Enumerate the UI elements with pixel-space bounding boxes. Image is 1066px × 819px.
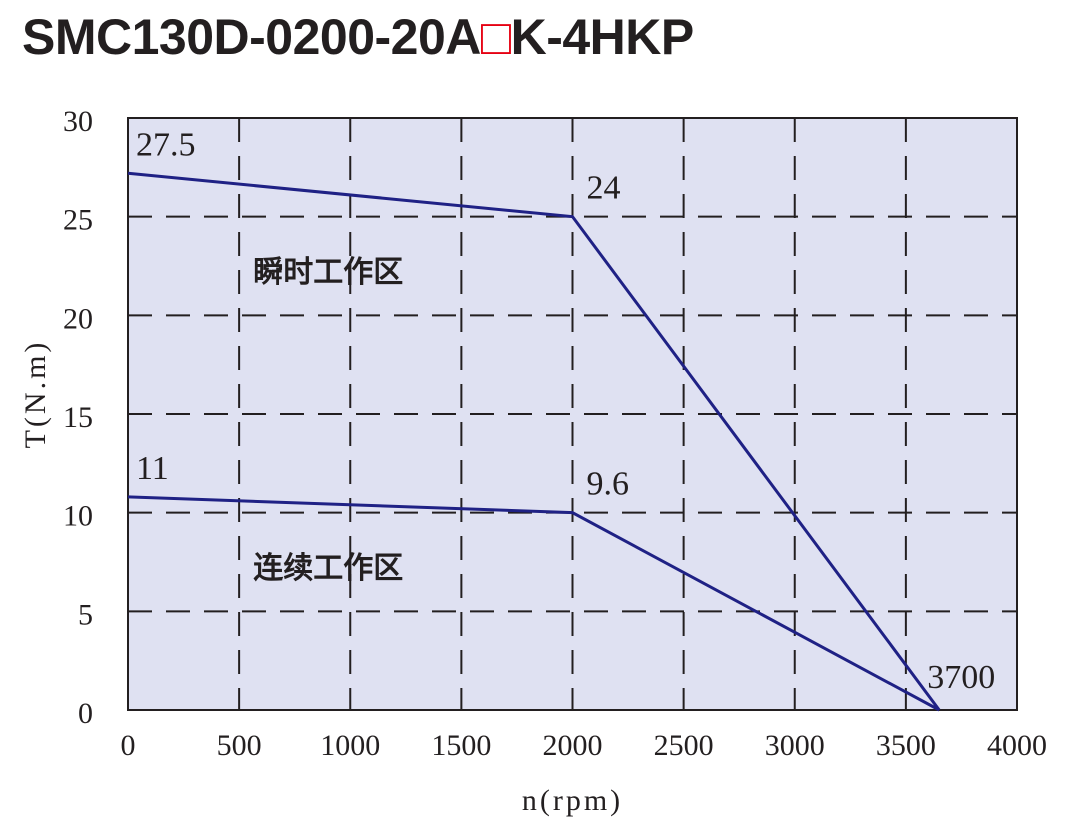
x-tick-label: 0	[121, 729, 136, 762]
title-suffix: K-4HKP	[510, 9, 695, 65]
plot-frame	[127, 117, 1018, 711]
data-label: 24	[587, 170, 621, 207]
data-label: 9.6	[587, 466, 630, 503]
y-axis-label: T(N.m)	[19, 340, 52, 449]
y-tick-label: 25	[63, 204, 93, 237]
y-tick-label: 0	[78, 697, 93, 730]
x-tick-label: 1000	[320, 729, 380, 762]
x-tick-label: 2000	[543, 729, 603, 762]
y-tick-label: 30	[63, 105, 93, 138]
x-tick-label: 1500	[431, 729, 491, 762]
title-box: □	[480, 9, 511, 65]
y-tick-label: 20	[63, 302, 93, 335]
continuous-torque-line	[127, 495, 940, 712]
y-tick-label: 10	[63, 500, 93, 533]
x-tick-label: 4000	[987, 729, 1047, 762]
peak-zone-label: 瞬时工作区	[253, 255, 403, 290]
y-tick-label: 5	[78, 598, 93, 631]
title-prefix: SMC130D-0200-20A	[22, 9, 481, 65]
data-label: 11	[136, 450, 169, 487]
x-tick-label: 500	[217, 729, 262, 762]
continuous-zone-label: 连续工作区	[253, 551, 403, 586]
x-tick-label: 3000	[765, 729, 825, 762]
y-tick-label: 15	[63, 401, 93, 434]
x-tick-label: 3500	[876, 729, 936, 762]
peak-torque-line	[127, 171, 941, 711]
data-label: 27.5	[136, 126, 196, 163]
x-tick-label: 2500	[654, 729, 714, 762]
chart-title: SMC130D-0200-20A□K-4HKP	[22, 8, 694, 66]
x-axis-label: n(rpm)	[522, 784, 623, 817]
data-label: 3700	[927, 659, 995, 696]
